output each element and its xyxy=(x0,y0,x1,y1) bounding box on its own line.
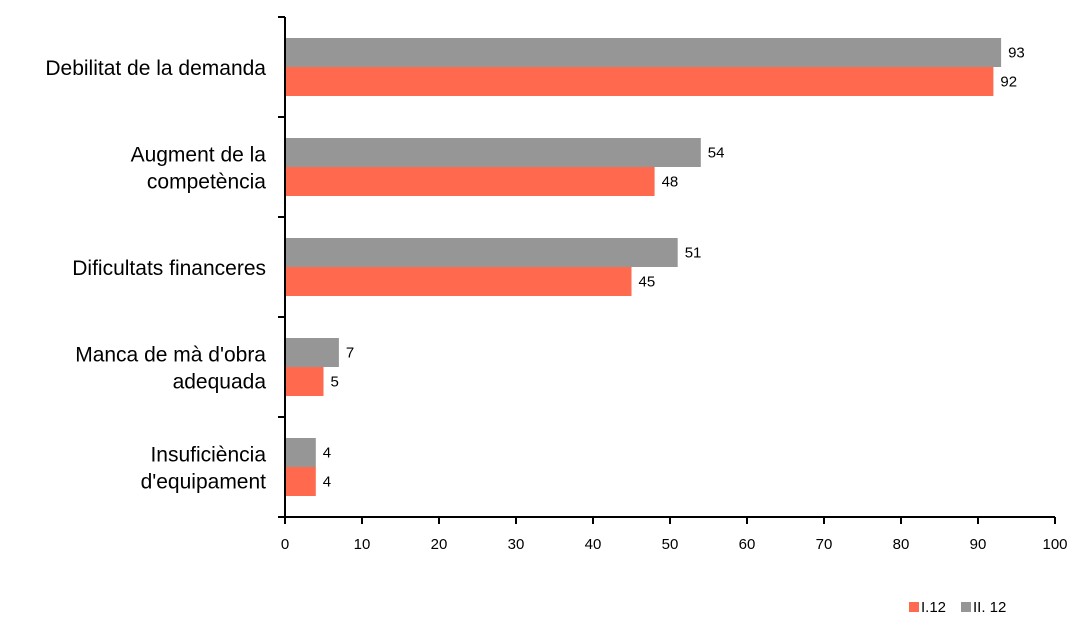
axes-layer: 0 10 20 30 40 50 60 70 80 90 100 xyxy=(278,16,1068,553)
bar-ii-12-2 xyxy=(285,238,678,267)
bars-layer xyxy=(285,38,1002,496)
x-tick-label-90: 90 xyxy=(970,536,987,553)
x-tick-label-60: 60 xyxy=(739,536,756,553)
x-tick-label-100: 100 xyxy=(1042,536,1067,553)
legend-swatch-i-12 xyxy=(909,602,919,612)
legend-label-i-12: I.12 xyxy=(921,599,946,616)
legend: I.12 II. 12 xyxy=(909,599,1006,616)
data-label-i-12-0: 92 xyxy=(1000,74,1017,91)
x-tick-label-20: 20 xyxy=(431,536,448,553)
category-label-4-line-1: d'equipament xyxy=(141,471,267,494)
data-label-ii-12-0: 93 xyxy=(1008,45,1025,62)
data-label-i-12-2: 45 xyxy=(639,274,656,291)
bar-i-12-0 xyxy=(285,67,994,96)
bar-ii-12-4 xyxy=(285,438,316,467)
category-label-1-line-0: Augment de la xyxy=(131,144,267,167)
legend-label-ii-12: II. 12 xyxy=(973,599,1006,616)
category-label-0: Debilitat de la demanda xyxy=(45,57,266,80)
bar-i-12-1 xyxy=(285,167,655,196)
x-tick-label-0: 0 xyxy=(281,536,289,553)
x-tick-label-40: 40 xyxy=(585,536,602,553)
data-label-i-12-4: 4 xyxy=(323,474,331,491)
category-label-1-line-1: competència xyxy=(147,171,266,194)
data-label-ii-12-3: 7 xyxy=(346,345,354,362)
category-label-2: Dificultats financeres xyxy=(72,257,266,280)
data-label-i-12-1: 48 xyxy=(662,174,679,191)
category-label-4-line-0: Insuficiència xyxy=(150,444,266,467)
bar-i-12-4 xyxy=(285,467,316,496)
bar-ii-12-1 xyxy=(285,138,701,167)
bar-i-12-3 xyxy=(285,367,324,396)
data-label-ii-12-1: 54 xyxy=(708,145,725,162)
data-label-ii-12-4: 4 xyxy=(323,445,331,462)
x-tick-label-80: 80 xyxy=(893,536,910,553)
bar-ii-12-3 xyxy=(285,338,339,367)
x-tick-label-10: 10 xyxy=(354,536,371,553)
bar-i-12-2 xyxy=(285,267,632,296)
x-tick-label-70: 70 xyxy=(816,536,833,553)
category-label-3-line-1: adequada xyxy=(173,371,267,394)
data-label-ii-12-2: 51 xyxy=(685,245,702,262)
x-tick-label-30: 30 xyxy=(508,536,525,553)
category-label-3-line-0: Manca de mà d'obra xyxy=(75,344,266,367)
bar-ii-12-0 xyxy=(285,38,1002,67)
legend-swatch-ii-12 xyxy=(961,602,971,612)
x-tick-label-50: 50 xyxy=(662,536,679,553)
data-label-i-12-3: 5 xyxy=(331,374,339,391)
